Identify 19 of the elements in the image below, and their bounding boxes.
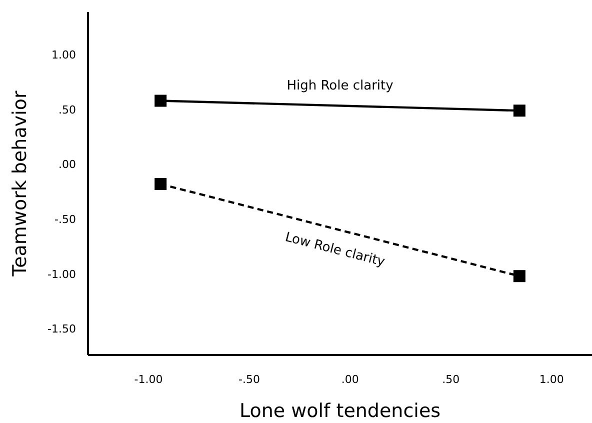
x-tick-label: -.50 [238, 373, 260, 386]
series-label: High Role clarity [286, 78, 394, 94]
y-tick-label: .50 [58, 103, 76, 116]
y-tick-label: -.50 [54, 212, 76, 226]
x-tick-label: .00 [341, 373, 359, 386]
text: Low Role clarity [283, 230, 387, 270]
y-tick-label: -1.00 [48, 268, 76, 281]
x-tick-label: .50 [442, 373, 460, 386]
x-tick-label: 1.00 [539, 373, 564, 386]
point [154, 178, 167, 190]
point [513, 104, 526, 117]
x-axis-title: Lone wolf tendencies [239, 400, 441, 422]
y-axis-title: Teamwork behavior [9, 90, 31, 278]
point [513, 270, 526, 282]
x-tick-label: -1.00 [134, 373, 163, 386]
point [154, 94, 167, 107]
y-tick-label: -1.50 [48, 322, 76, 336]
y-tick-label: .00 [58, 158, 76, 172]
y-tick-label: 1.00 [52, 48, 76, 62]
